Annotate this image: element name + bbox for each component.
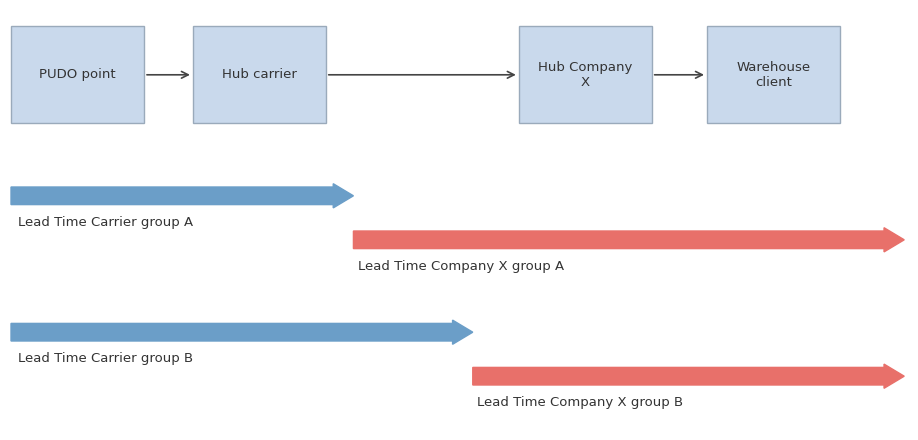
FancyArrow shape [11, 183, 353, 208]
Text: Lead Time Company X group B: Lead Time Company X group B [477, 396, 684, 409]
Text: Lead Time Carrier group A: Lead Time Carrier group A [18, 216, 194, 229]
FancyArrow shape [353, 228, 904, 252]
FancyBboxPatch shape [519, 26, 652, 123]
FancyBboxPatch shape [11, 26, 144, 123]
Text: Hub carrier: Hub carrier [222, 68, 297, 81]
Text: Lead Time Carrier group B: Lead Time Carrier group B [18, 352, 194, 365]
Text: Lead Time Company X group A: Lead Time Company X group A [358, 260, 565, 273]
FancyArrow shape [473, 364, 904, 388]
FancyBboxPatch shape [193, 26, 326, 123]
FancyBboxPatch shape [707, 26, 840, 123]
FancyArrow shape [11, 320, 473, 344]
Text: Hub Company
X: Hub Company X [538, 61, 633, 89]
Text: PUDO point: PUDO point [39, 68, 116, 81]
Text: Warehouse
client: Warehouse client [736, 61, 811, 89]
